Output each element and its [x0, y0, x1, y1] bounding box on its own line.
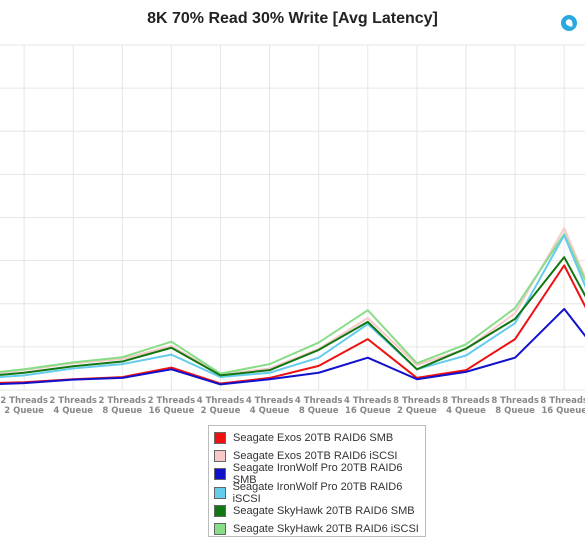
legend-label: Seagate IronWolf Pro 20TB RAID6 SMB [232, 462, 403, 487]
x-tick-label: 4 Threads 8 Queue [295, 396, 343, 416]
series-line-3 [0, 234, 585, 379]
legend-swatch [214, 523, 226, 536]
series-line-5 [0, 232, 585, 375]
x-tick-label: 8 Threads 16 Queue [540, 396, 585, 416]
x-tick-label: 4 Threads 2 Queue [197, 396, 245, 416]
x-tick-label: 2 Threads 2 Queue [0, 396, 48, 416]
x-tick-label: 2 Threads 4 Queue [49, 396, 97, 416]
x-tick-label: 4 Threads 16 Queue [344, 396, 392, 416]
series-lines [0, 227, 585, 386]
legend-label: Seagate IronWolf Pro 20TB RAID6 iSCSI [232, 480, 403, 505]
legend-item[interactable]: Seagate SkyHawk 20TB RAID6 SMB [214, 502, 425, 520]
legend-item[interactable]: Seagate Exos 20TB RAID6 iSCSI [214, 447, 425, 465]
grid-lines [0, 44, 585, 391]
legend: Seagate Exos 20TB RAID6 SMB Seagate Exos … [208, 425, 426, 537]
legend-swatch [214, 432, 226, 445]
storagereview-logo-icon [561, 15, 577, 31]
legend-item[interactable]: Seagate Exos 20TB RAID6 SMB [214, 429, 425, 447]
x-tick-label: 4 Threads 4 Queue [246, 396, 294, 416]
x-tick-label: 8 Threads 2 Queue [393, 396, 441, 416]
series-line-4 [0, 256, 585, 377]
legend-swatch [214, 450, 226, 463]
series-line-2 [0, 307, 585, 386]
x-tick-label: 2 Threads 8 Queue [99, 396, 147, 416]
x-tick-label: 2 Threads 16 Queue [148, 396, 196, 416]
x-tick-label: 8 Threads 4 Queue [442, 396, 490, 416]
chart-title: 8K 70% Read 30% Write [Avg Latency] [147, 10, 438, 27]
legend-label: Seagate SkyHawk 20TB RAID6 iSCSI [233, 523, 419, 536]
legend-swatch [214, 468, 226, 481]
x-tick-label: 8 Threads 8 Queue [491, 396, 539, 416]
legend-item[interactable]: Seagate IronWolf Pro 20TB RAID6 iSCSI [214, 480, 425, 505]
legend-item[interactable]: Seagate SkyHawk 20TB RAID6 iSCSI [214, 520, 425, 538]
legend-item[interactable]: Seagate IronWolf Pro 20TB RAID6 SMB [214, 462, 425, 487]
legend-swatch [214, 504, 226, 517]
legend-label: Seagate SkyHawk 20TB RAID6 SMB [233, 504, 415, 517]
legend-label: Seagate Exos 20TB RAID6 iSCSI [233, 450, 398, 463]
legend-swatch [214, 486, 226, 499]
legend-label: Seagate Exos 20TB RAID6 SMB [233, 432, 394, 445]
